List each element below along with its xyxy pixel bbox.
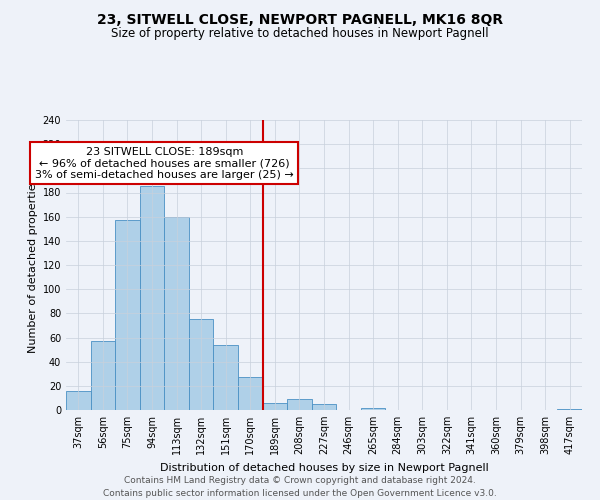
Bar	[287, 399, 312, 410]
Bar	[115, 220, 140, 410]
Bar	[557, 409, 582, 410]
Bar	[312, 404, 336, 410]
X-axis label: Distribution of detached houses by size in Newport Pagnell: Distribution of detached houses by size …	[160, 462, 488, 472]
Bar	[164, 216, 189, 410]
Text: 23, SITWELL CLOSE, NEWPORT PAGNELL, MK16 8QR: 23, SITWELL CLOSE, NEWPORT PAGNELL, MK16…	[97, 12, 503, 26]
Text: Contains HM Land Registry data © Crown copyright and database right 2024.
Contai: Contains HM Land Registry data © Crown c…	[103, 476, 497, 498]
Bar	[140, 186, 164, 410]
Bar	[66, 390, 91, 410]
Y-axis label: Number of detached properties: Number of detached properties	[28, 178, 38, 352]
Bar	[91, 341, 115, 410]
Text: Size of property relative to detached houses in Newport Pagnell: Size of property relative to detached ho…	[111, 28, 489, 40]
Bar	[189, 320, 214, 410]
Text: 23 SITWELL CLOSE: 189sqm
← 96% of detached houses are smaller (726)
3% of semi-d: 23 SITWELL CLOSE: 189sqm ← 96% of detach…	[35, 146, 293, 180]
Bar	[238, 378, 263, 410]
Bar	[263, 403, 287, 410]
Bar	[361, 408, 385, 410]
Bar	[214, 345, 238, 410]
